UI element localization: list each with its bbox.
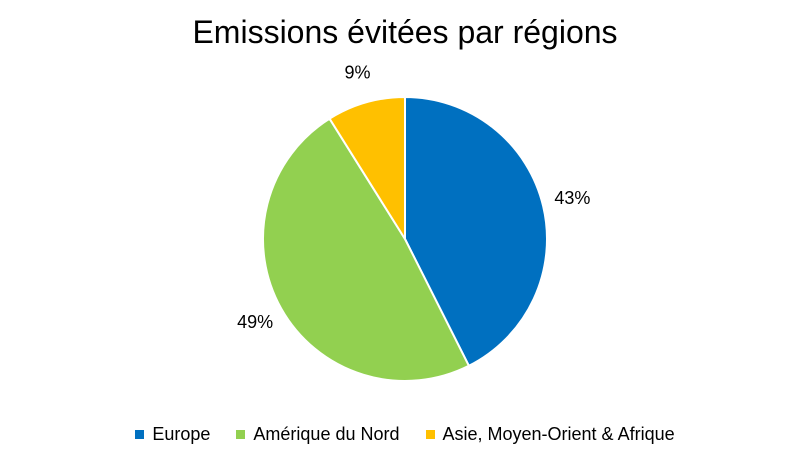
chart-title: Emissions évitées par régions — [192, 14, 618, 50]
pie-chart: 43% 49% 9% — [237, 62, 590, 382]
pie-slices — [262, 95, 548, 382]
legend-swatch-amerique-du-nord — [236, 430, 246, 439]
pie-label-asie-moyen-orient-afrique: 9% — [344, 62, 370, 82]
legend: Europe Amérique du Nord Asie, Moyen-Orie… — [0, 424, 810, 445]
legend-item-asie-moyen-orient-afrique: Asie, Moyen-Orient & Afrique — [425, 424, 675, 445]
legend-item-europe: Europe — [135, 424, 210, 445]
pie-label-amerique-du-nord: 49% — [237, 312, 273, 332]
legend-item-amerique-du-nord: Amérique du Nord — [236, 424, 400, 445]
legend-label-europe: Europe — [152, 424, 211, 444]
legend-swatch-asie-moyen-orient-afrique — [425, 430, 435, 439]
legend-label-amerique-du-nord: Amérique du Nord — [253, 424, 400, 444]
pie-label-europe: 43% — [554, 188, 590, 208]
legend-label-asie-moyen-orient-afrique: Asie, Moyen-Orient & Afrique — [442, 424, 675, 444]
pie-slice-amerique-du-nord — [262, 117, 471, 382]
legend-swatch-europe — [135, 430, 145, 439]
pie-slice-asie-moyen-orient-afrique — [328, 95, 406, 243]
pie-labels: 43% 49% 9% — [237, 62, 590, 332]
pie-slice-europe — [404, 95, 548, 368]
